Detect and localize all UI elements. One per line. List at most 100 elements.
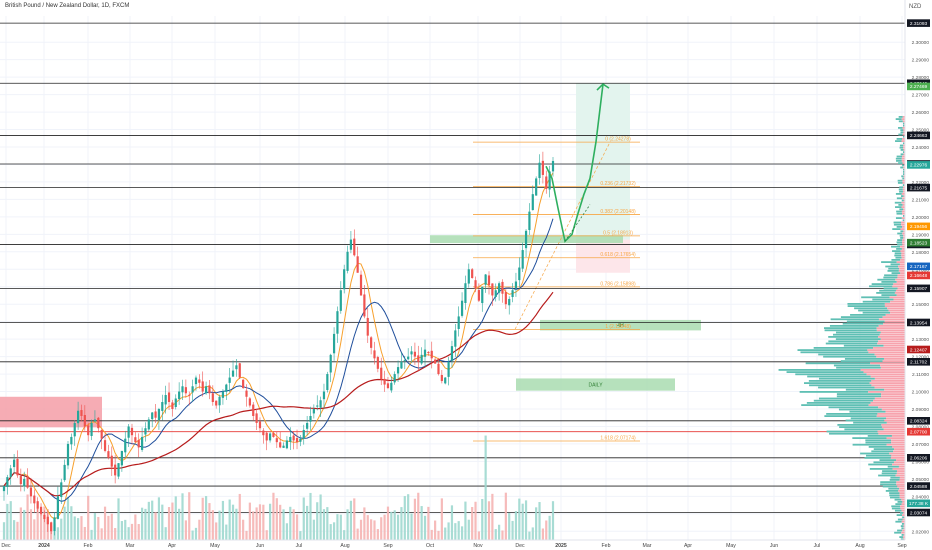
volume-profile-bar <box>886 417 905 420</box>
candle-body <box>417 355 420 362</box>
volume-profile-bar <box>901 140 905 142</box>
volume-profile-bar <box>876 292 895 294</box>
candle-body <box>306 422 309 429</box>
candle-body <box>33 495 36 504</box>
candle-body <box>383 378 386 385</box>
candle-body <box>39 506 43 514</box>
candle-body <box>97 417 100 429</box>
level-tag <box>907 508 930 517</box>
candle-body <box>464 283 467 303</box>
level-tag-label: 2.06206 <box>910 456 928 462</box>
zone-box <box>540 319 701 331</box>
candle-body <box>403 360 406 362</box>
time-tick-label: Aug <box>855 543 864 549</box>
price-tick-label: 2.10000 <box>912 390 930 396</box>
volume-bar <box>518 498 521 540</box>
candle-body <box>208 385 211 394</box>
volume-profile-bar <box>786 371 864 373</box>
volume-bar <box>184 520 187 540</box>
volume-profile-bar <box>901 223 905 226</box>
volume-profile-bar <box>876 415 905 417</box>
candle-body <box>204 386 208 394</box>
volume-bar <box>204 496 208 540</box>
candle-body <box>531 194 534 211</box>
volume-profile-bar <box>874 386 905 389</box>
candle-body <box>83 414 86 427</box>
volume-bar <box>238 493 241 540</box>
price-tick-label: 2.27000 <box>912 93 930 99</box>
candle-body <box>289 436 292 442</box>
volume-bar <box>63 506 66 540</box>
volume-profile-bar <box>873 448 895 450</box>
candle-body <box>29 487 33 497</box>
volume-profile-bar <box>885 314 905 316</box>
volume-bar <box>390 511 393 540</box>
volume-profile-bar <box>881 426 905 428</box>
levels-layer <box>0 22 905 513</box>
volume-bar <box>474 501 477 540</box>
volume-profile-bar <box>882 360 905 362</box>
volume-profile-bar <box>895 118 902 120</box>
volume-profile-bar <box>900 250 905 252</box>
volume-profile-bar <box>873 461 894 464</box>
volume-profile-bar <box>879 459 897 461</box>
volume-profile-bar <box>813 399 874 402</box>
candle-body <box>423 349 427 357</box>
volume-profile-bar <box>891 439 905 442</box>
volume-profile-bar <box>896 459 905 461</box>
volume-profile-bar <box>891 441 905 444</box>
time-tick-label: Sep <box>897 543 906 549</box>
volume-bar <box>531 527 534 540</box>
volume-profile-bar <box>885 410 905 413</box>
candle-body <box>144 428 147 435</box>
volume-profile-bar <box>881 393 905 395</box>
volume-bar <box>464 501 467 540</box>
volume-profile-bar <box>899 479 905 481</box>
volume-profile-bar <box>882 485 898 488</box>
volume-profile-bar <box>828 340 879 343</box>
fib-level-label: 0.5 (2.18913) <box>603 230 633 236</box>
candle-body <box>524 230 528 249</box>
volume-bar <box>19 507 22 540</box>
volume-profile-bar <box>896 226 903 228</box>
price-tag-label: 177.38 K <box>909 501 929 507</box>
zone-label: DAILY <box>588 383 603 389</box>
volume-profile-bar <box>873 347 905 349</box>
time-tick-label: Jul <box>814 543 821 549</box>
candle-body <box>363 294 366 317</box>
volume-profile-bar <box>902 212 905 215</box>
volume-profile-bar <box>902 162 905 164</box>
volume-bar <box>39 509 43 540</box>
volume-profile-bar <box>899 492 905 494</box>
volume-layer <box>2 435 555 540</box>
volume-bar <box>356 528 359 540</box>
price-tick-label: 2.17000 <box>912 267 930 273</box>
volume-profile-bar <box>893 461 905 464</box>
volume-profile-bar <box>800 351 869 354</box>
volume-profile-bar <box>824 329 877 332</box>
volume-profile-bar <box>845 419 885 422</box>
volume-profile-bar <box>884 388 905 391</box>
volume-bar <box>326 507 329 540</box>
volume-profile-bar <box>901 503 905 505</box>
volume-bar <box>521 503 524 540</box>
volume-profile-bar <box>901 248 905 250</box>
volume-bar <box>504 492 507 540</box>
candle-body <box>221 391 225 398</box>
volume-profile-bar <box>797 349 868 351</box>
volume-profile-bar <box>902 241 905 244</box>
volume-bar <box>80 516 83 540</box>
candle-body <box>36 501 39 509</box>
candle-body <box>43 514 46 520</box>
volume-bar <box>363 507 366 540</box>
level-tag <box>907 427 930 436</box>
volume-profile-bar <box>900 272 905 274</box>
volume-profile-bar <box>900 166 904 169</box>
candle-body <box>282 445 285 448</box>
volume-profile-bar <box>847 303 885 305</box>
candle-body <box>231 370 235 377</box>
volume-bar <box>535 507 538 540</box>
volume-profile-bar <box>883 344 905 347</box>
candle-body <box>336 311 339 334</box>
